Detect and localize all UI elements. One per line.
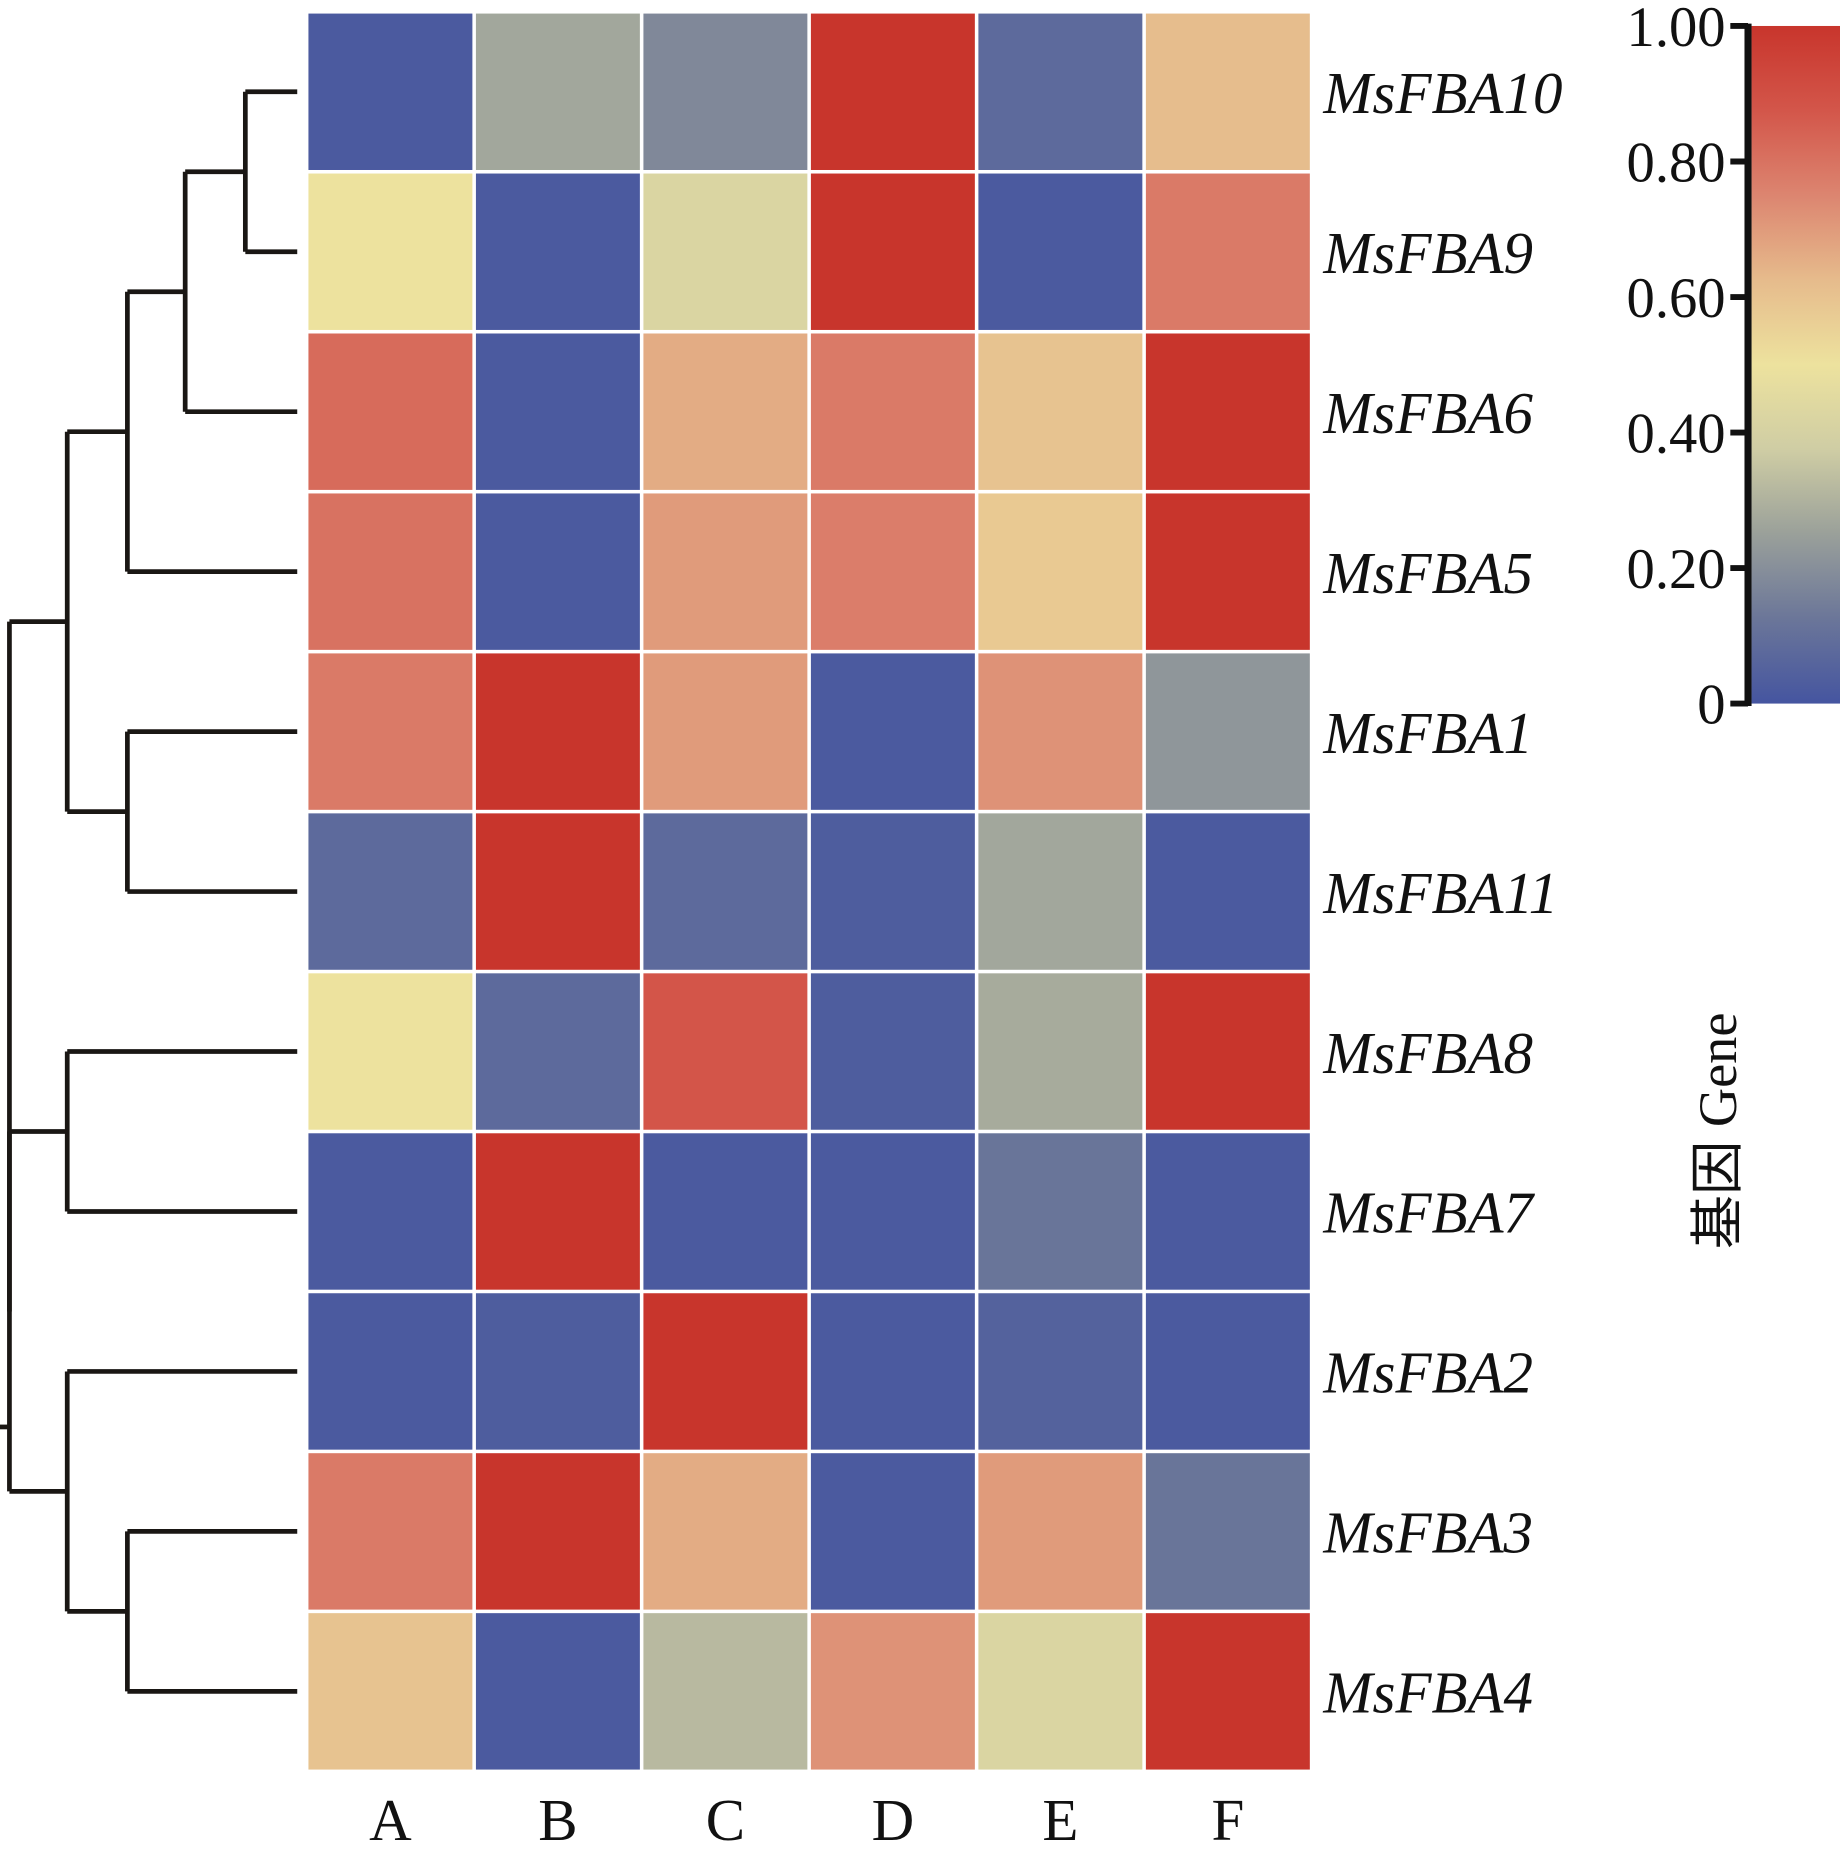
heatmap-cell-MsFBA9-E [978, 173, 1143, 330]
heatmap-cell-MsFBA1-E [978, 653, 1143, 810]
row-label: MsFBA10 [1322, 60, 1562, 126]
heatmap-cell-MsFBA6-D [810, 333, 975, 490]
heatmap-cell-MsFBA9-A [308, 173, 473, 330]
row-label: MsFBA8 [1322, 1020, 1533, 1086]
heatmap-cell-MsFBA7-F [1145, 1133, 1310, 1290]
heatmap-cell-MsFBA4-F [1145, 1613, 1310, 1770]
heatmap-cell-MsFBA2-A [308, 1293, 473, 1450]
row-label: MsFBA3 [1322, 1500, 1533, 1566]
heatmap-cell-MsFBA9-B [475, 173, 640, 330]
row-label: MsFBA9 [1322, 220, 1533, 286]
heatmap-cell-MsFBA5-D [810, 493, 975, 650]
heatmap-cell-MsFBA8-F [1145, 973, 1310, 1130]
heatmap-cell-MsFBA10-F [1145, 13, 1310, 170]
colorbar-tick-label: 0.40 [1627, 404, 1726, 466]
colorbar-tick-label: 0.20 [1627, 539, 1726, 601]
heatmap-cell-MsFBA11-F [1145, 813, 1310, 970]
heatmap-cell-MsFBA2-D [810, 1293, 975, 1450]
heatmap-cell-MsFBA10-A [308, 13, 473, 170]
heatmap-cell-MsFBA7-C [643, 1133, 808, 1290]
heatmap-cell-MsFBA1-F [1145, 653, 1310, 810]
heatmap-cell-MsFBA4-A [308, 1613, 473, 1770]
column-label: E [1042, 1787, 1078, 1851]
column-label: F [1211, 1787, 1244, 1851]
heatmap-cell-MsFBA1-D [810, 653, 975, 810]
heatmap-cell-MsFBA11-E [978, 813, 1143, 970]
heatmap-cell-MsFBA1-A [308, 653, 473, 810]
heatmap-cell-MsFBA2-C [643, 1293, 808, 1450]
colorbar-tick-label: 1.00 [1627, 0, 1726, 59]
heatmap-cell-MsFBA11-C [643, 813, 808, 970]
row-label: MsFBA5 [1322, 540, 1533, 606]
heatmap-cell-MsFBA4-B [475, 1613, 640, 1770]
row-label: MsFBA6 [1322, 380, 1533, 446]
heatmap-cell-MsFBA8-D [810, 973, 975, 1130]
heatmap-cell-MsFBA6-E [978, 333, 1143, 490]
heatmap-cell-MsFBA5-F [1145, 493, 1310, 650]
row-labels: MsFBA10 MsFBA9 MsFBA6 MsFBA5 MsFBA1 MsFBA11 Ms… [1322, 60, 1562, 1726]
row-label: MsFBA2 [1322, 1340, 1533, 1406]
row-label: MsFBA1 [1322, 700, 1533, 766]
heatmap-cell-MsFBA8-C [643, 973, 808, 1130]
colorbar: 0 0.20 0.40 0.60 0.80 1.00 基因 Gene [1627, 0, 1840, 1249]
heatmap-cell-MsFBA6-C [643, 333, 808, 490]
colorbar-tick-label: 0.60 [1627, 268, 1726, 330]
heatmap-cell-MsFBA4-D [810, 1613, 975, 1770]
heatmap-cell-MsFBA3-B [475, 1453, 640, 1610]
column-label: D [872, 1787, 915, 1851]
heatmap-cell-MsFBA7-B [475, 1133, 640, 1290]
heatmap-cell-MsFBA3-A [308, 1453, 473, 1610]
heatmap-cell-MsFBA1-B [475, 653, 640, 810]
column-label: A [369, 1787, 412, 1851]
colorbar-tick-label: 0.80 [1627, 133, 1726, 195]
column-label: B [538, 1787, 577, 1851]
heatmap-cell-MsFBA4-E [978, 1613, 1143, 1770]
column-labels: A B C D E F [369, 1787, 1244, 1851]
row-dendrogram [0, 89, 298, 1694]
heatmap-cell-MsFBA8-B [475, 973, 640, 1130]
heatmap-cell-MsFBA4-C [643, 1613, 808, 1770]
heatmap-cell-MsFBA9-C [643, 173, 808, 330]
heatmap-cell-MsFBA7-A [308, 1133, 473, 1290]
heatmap-cell-MsFBA1-C [643, 653, 808, 810]
heatmap-cell-MsFBA10-B [475, 13, 640, 170]
heatmap-cell-MsFBA9-F [1145, 173, 1310, 330]
heatmap-cell-MsFBA5-C [643, 493, 808, 650]
row-label: MsFBA7 [1322, 1180, 1535, 1246]
heatmap-cell-MsFBA10-C [643, 13, 808, 170]
heatmap-cell-MsFBA10-E [978, 13, 1143, 170]
heatmap-cell-MsFBA11-A [308, 813, 473, 970]
heatmap-cell-MsFBA3-E [978, 1453, 1143, 1610]
heatmap-cell-MsFBA7-E [978, 1133, 1143, 1290]
heatmap-cell-MsFBA3-D [810, 1453, 975, 1610]
colorbar-gradient [1751, 25, 1840, 704]
heatmap-cell-MsFBA5-A [308, 493, 473, 650]
heatmap-cell-MsFBA8-E [978, 973, 1143, 1130]
column-label: C [706, 1787, 745, 1851]
heatmap-cell-MsFBA3-C [643, 1453, 808, 1610]
heatmap-cell-MsFBA2-B [475, 1293, 640, 1450]
heatmap-cell-MsFBA6-B [475, 333, 640, 490]
heatmap-cell-MsFBA6-A [308, 333, 473, 490]
heatmap-cell-MsFBA6-F [1145, 333, 1310, 490]
heatmap-cell-MsFBA10-D [810, 13, 975, 170]
heatmap-cell-MsFBA9-D [810, 173, 975, 330]
row-label: MsFBA11 [1322, 860, 1558, 926]
heatmap-cells [308, 13, 1310, 1770]
heatmap-cell-MsFBA7-D [810, 1133, 975, 1290]
heatmap-cell-MsFBA2-E [978, 1293, 1143, 1450]
colorbar-title: 基因 Gene [1688, 1013, 1748, 1250]
colorbar-tick-label: 0 [1697, 675, 1725, 737]
heatmap-cell-MsFBA3-F [1145, 1453, 1310, 1610]
heatmap-cell-MsFBA5-B [475, 493, 640, 650]
heatmap-cell-MsFBA5-E [978, 493, 1143, 650]
heatmap-cell-MsFBA2-F [1145, 1293, 1310, 1450]
heatmap-cell-MsFBA11-B [475, 813, 640, 970]
row-label: MsFBA4 [1322, 1660, 1533, 1726]
heatmap-cell-MsFBA8-A [308, 973, 473, 1130]
heatmap-cell-MsFBA11-D [810, 813, 975, 970]
